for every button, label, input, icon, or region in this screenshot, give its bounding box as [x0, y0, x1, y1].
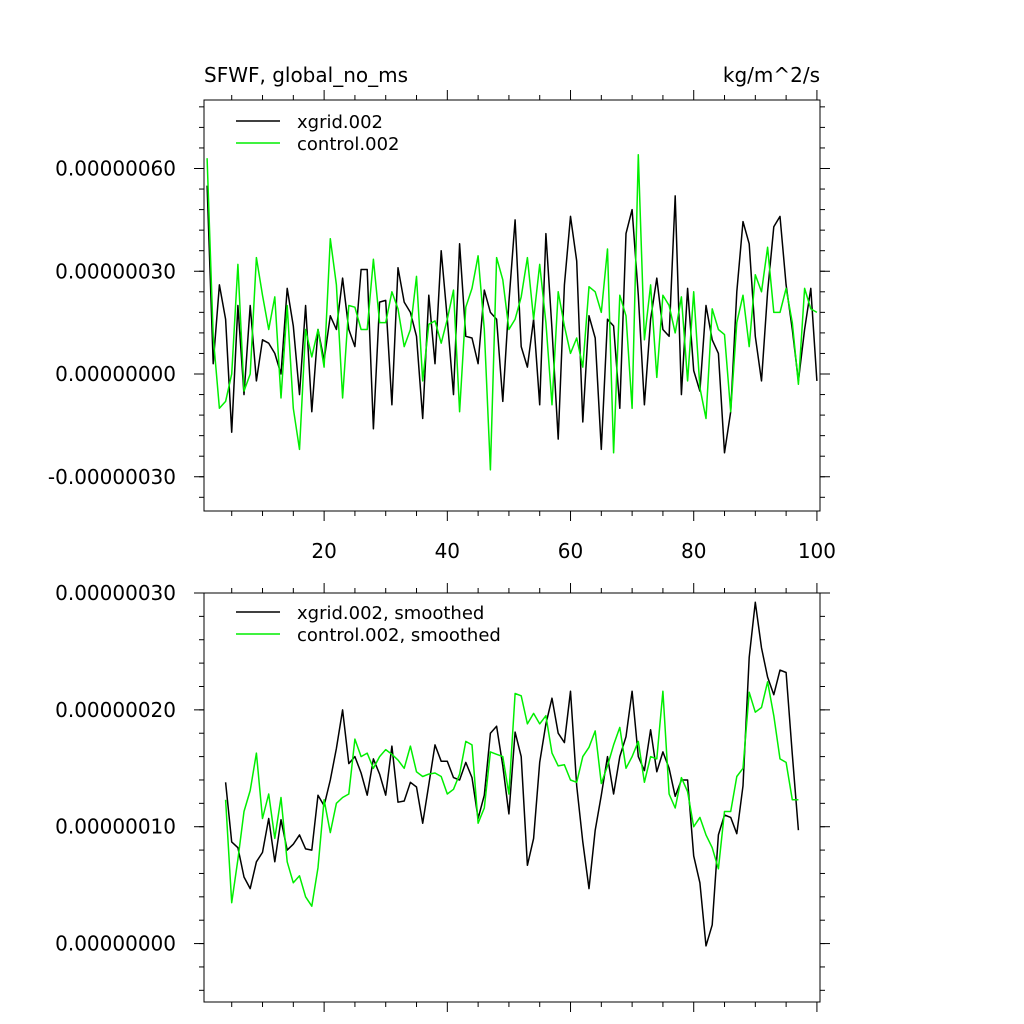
top-series-group	[206, 154, 818, 471]
bottom-axes: 0.00000000 0.00000010 0.00000020 0.00000030	[55, 581, 830, 1012]
top-axes: -0.00000030 0.00000000 0.00000030 0.0000006…	[48, 90, 836, 563]
top-ytick-label: 0.00000030	[55, 259, 176, 283]
top-xtick-label: 40	[435, 539, 460, 563]
top-xtick-label: 100	[798, 539, 836, 563]
top-chart-title: SFWF, global_no_ms	[204, 63, 408, 87]
bottom-legend-label-xgrid: xgrid.002, smoothed	[297, 603, 484, 624]
bottom-ytick-label: 0.00000030	[55, 581, 176, 605]
top-chart-units: kg/m^2/s	[723, 63, 820, 87]
bottom-ytick-label: 0.00000020	[55, 698, 176, 722]
top-legend-label-xgrid: xgrid.002	[297, 112, 383, 133]
top-panel: SFWF, global_no_ms kg/m^2/s -0.00000030 0…	[48, 63, 836, 563]
bottom-ytick-label: 0.00000000	[55, 932, 176, 956]
bottom-series-xgrid-line	[224, 601, 800, 947]
bottom-series-control-line	[224, 681, 799, 907]
bottom-panel: 0.00000000 0.00000010 0.00000020 0.00000030…	[55, 581, 830, 1012]
bottom-ytick-label: 0.00000010	[55, 815, 176, 839]
bottom-plot-frame	[203, 592, 821, 1003]
top-ytick-label: 0.00000060	[55, 157, 176, 181]
top-series-xgrid-line	[206, 185, 818, 454]
top-legend-label-control: control.002	[297, 134, 399, 155]
bottom-legend-label-control: control.002, smoothed	[297, 625, 501, 646]
top-legend: xgrid.002 control.002	[236, 112, 399, 155]
top-series-control-line	[206, 154, 818, 471]
top-xtick-label: 20	[311, 539, 336, 563]
bottom-legend: xgrid.002, smoothed control.002, smoothe…	[236, 603, 501, 646]
top-plot-frame	[203, 99, 821, 512]
top-ytick-label: -0.00000030	[48, 465, 176, 489]
bottom-series-group	[224, 601, 800, 947]
top-xtick-label: 80	[681, 539, 706, 563]
top-ytick-label: 0.00000000	[55, 362, 176, 386]
top-xtick-label: 60	[558, 539, 583, 563]
